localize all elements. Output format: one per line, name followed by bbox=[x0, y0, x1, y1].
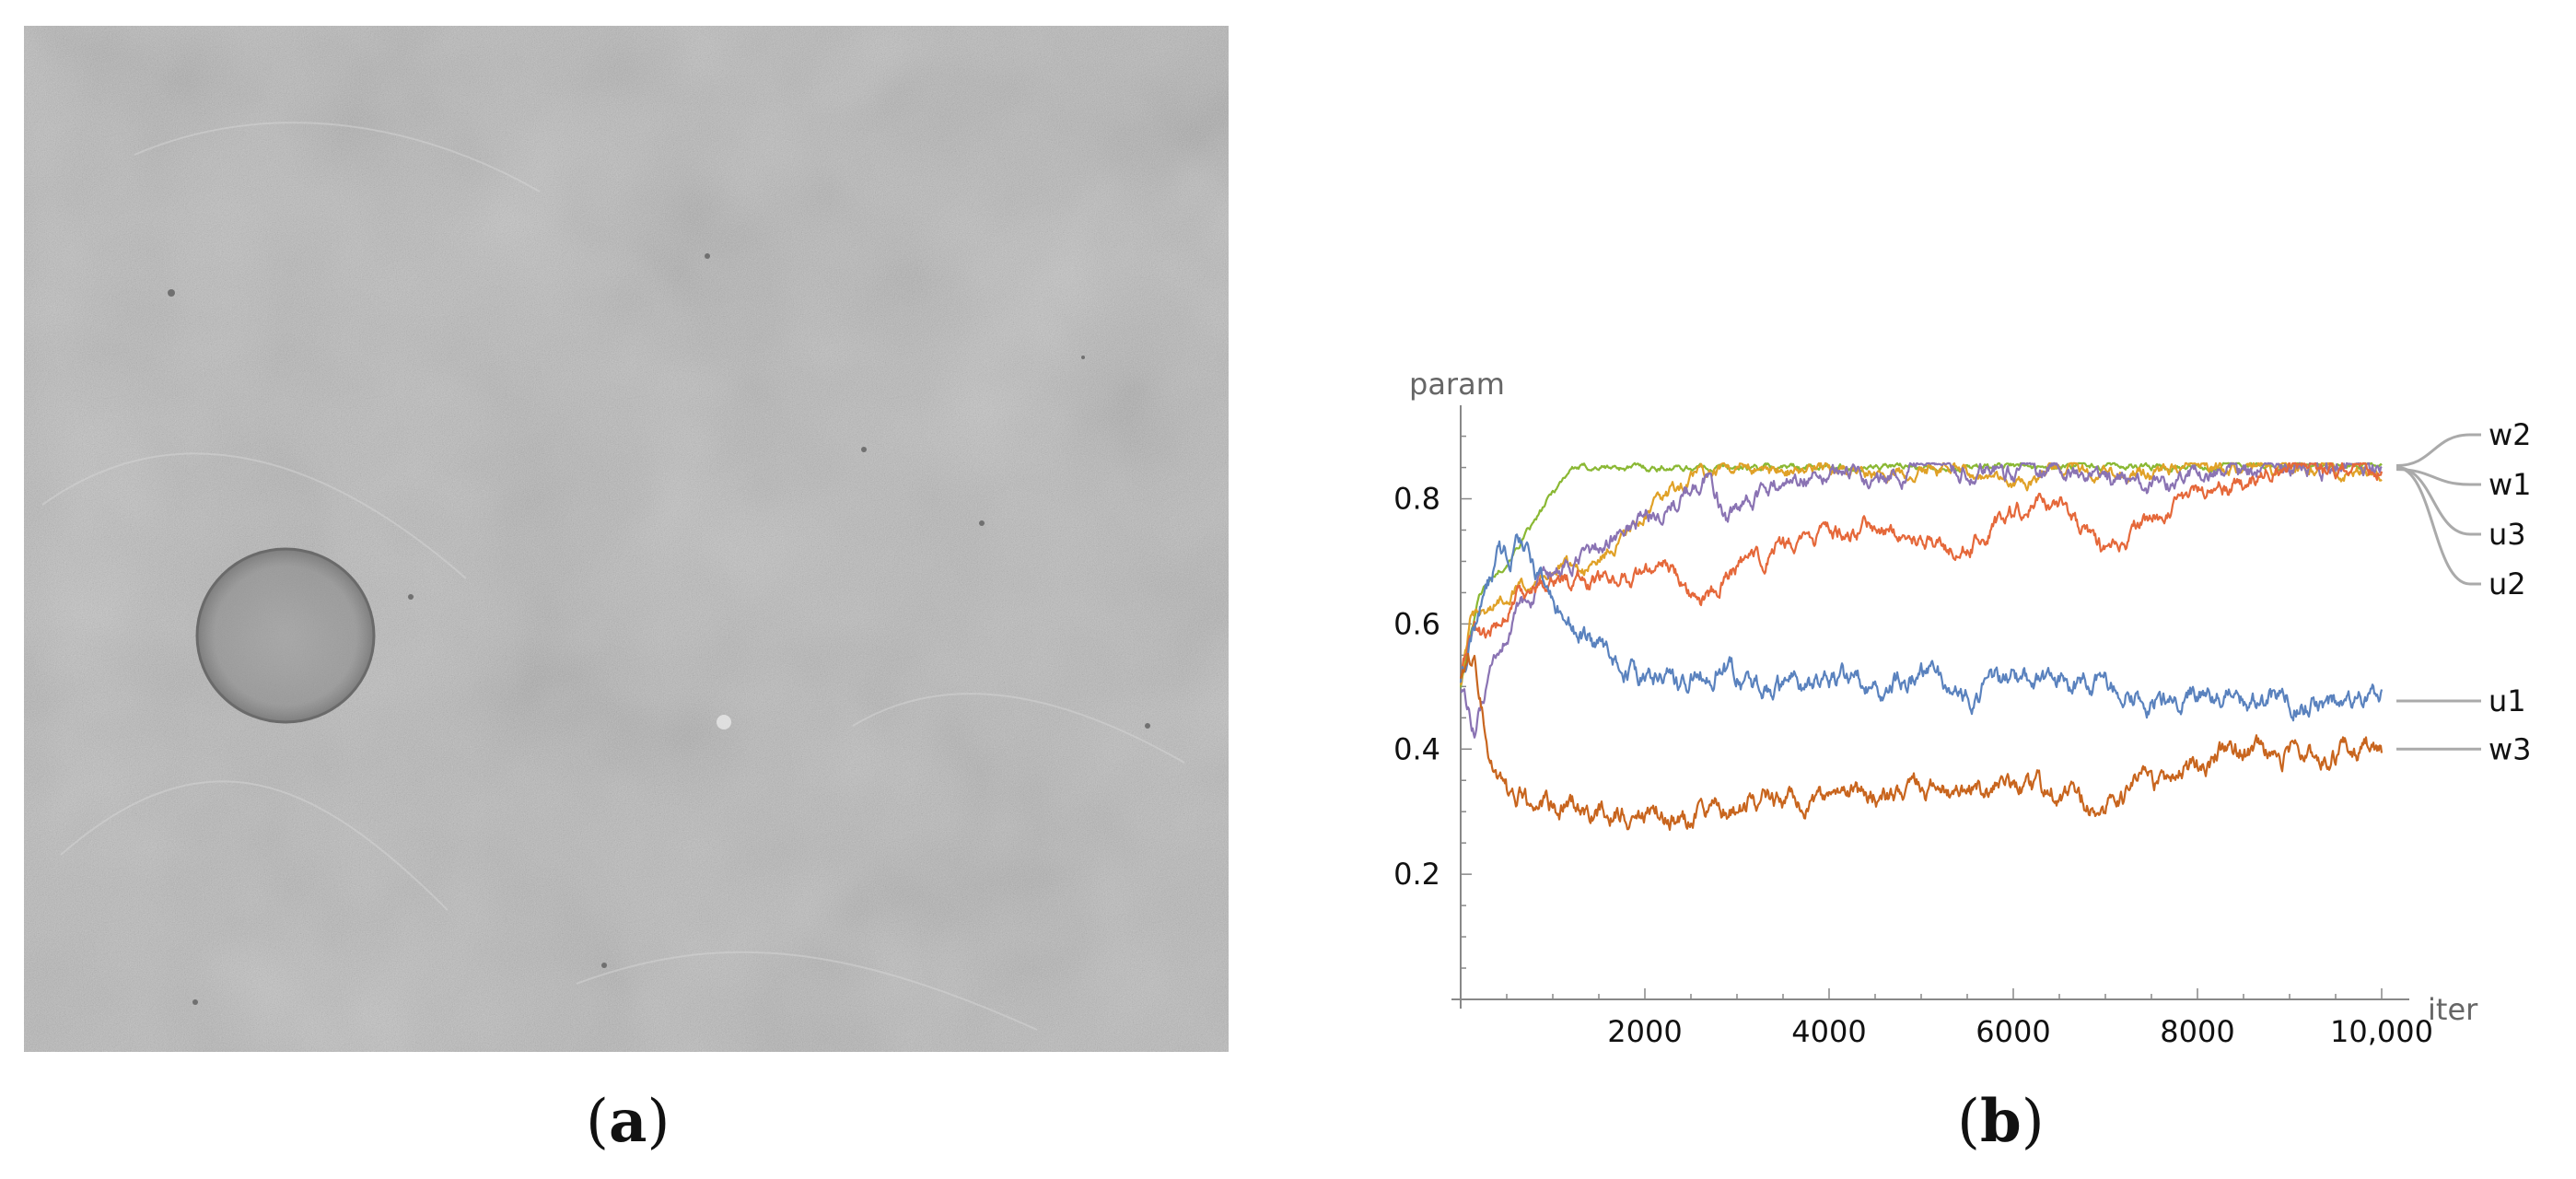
series-line-w1 bbox=[1459, 461, 2383, 686]
leader-line-u3 bbox=[2395, 466, 2481, 536]
y-tick-label: 0.4 bbox=[1393, 731, 1440, 766]
series-line-u3 bbox=[1460, 461, 2383, 739]
leader-line-w2 bbox=[2395, 433, 2481, 468]
x-tick-label: 10,000 bbox=[2330, 1014, 2433, 1049]
micrograph-image bbox=[24, 26, 1229, 1052]
panel-b-caption: (b) bbox=[1957, 1087, 2045, 1156]
x-tick-label: 6000 bbox=[1976, 1014, 2050, 1049]
series-label-w1: w1 bbox=[2489, 467, 2532, 502]
x-tick-label: 4000 bbox=[1791, 1014, 1866, 1049]
series-label-w3: w3 bbox=[2489, 731, 2532, 766]
series-label-u1: u1 bbox=[2489, 683, 2526, 718]
x-tick-label: 8000 bbox=[2160, 1014, 2234, 1049]
series-labels: w2 w1 u3 u2 u1 w3 bbox=[2395, 417, 2532, 766]
x-axis-label: iter bbox=[2428, 992, 2478, 1027]
cell-shape bbox=[195, 547, 376, 724]
series-line-u1 bbox=[1459, 533, 2384, 722]
series-line-w3 bbox=[1459, 652, 2384, 831]
y-axis-label: param bbox=[1409, 367, 1505, 402]
y-tick-label: 0.2 bbox=[1393, 857, 1440, 892]
series-label-u3: u3 bbox=[2489, 517, 2526, 552]
panel-a-caption: (a) bbox=[586, 1087, 670, 1156]
y-tick-label: 0.6 bbox=[1393, 606, 1440, 641]
y-tick-label: 0.8 bbox=[1393, 482, 1440, 517]
series-line-u2 bbox=[1460, 461, 2384, 676]
series-layer bbox=[1459, 461, 2384, 831]
series-label-w2: w2 bbox=[2489, 417, 2532, 452]
x-tick-label: 2000 bbox=[1607, 1014, 1682, 1049]
parameter-trace-chart: 2000 4000 6000 8000 10,000 0.2 0.4 0.6 0.8 param i… bbox=[1393, 367, 2532, 1049]
chart-axes: 2000 4000 6000 8000 10,000 0.2 0.4 0.6 0.8 param i… bbox=[1393, 367, 2478, 1049]
series-label-u2: u2 bbox=[2489, 566, 2526, 601]
leader-line-u2 bbox=[2395, 466, 2481, 586]
